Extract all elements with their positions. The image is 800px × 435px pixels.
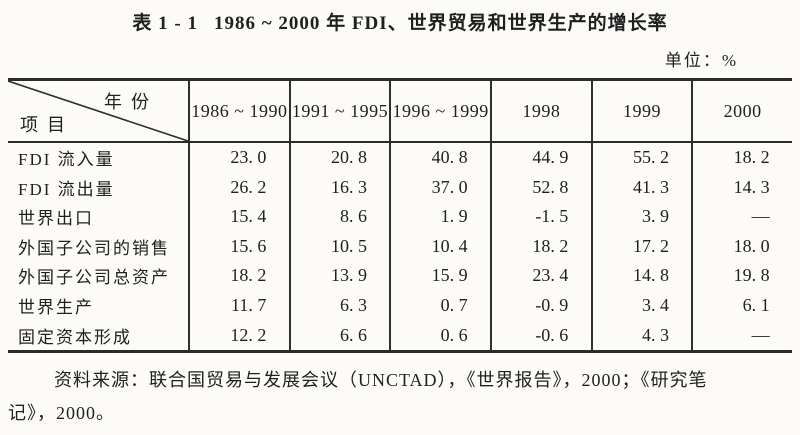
table-cell: 19. 8 (691, 261, 792, 291)
row-label: 外国子公司总资产 (18, 268, 170, 288)
table-cell: 17. 2 (590, 231, 692, 262)
diagonal-header-cell: 年份 项目 (8, 81, 188, 141)
table-cell: -1. 5 (489, 202, 591, 232)
table-cell: 8. 6 (288, 202, 390, 232)
source-note: 资料来源：联合国贸易与发展会议（UNCTAD），《世界报告》，2000；《研究笔… (8, 364, 792, 430)
table-cell: — (691, 202, 792, 232)
table-cell: 0. 6 (389, 320, 490, 350)
table-cell: 37. 0 (389, 172, 490, 203)
table-cell: 16. 3 (288, 172, 390, 203)
corner-label-year: 年份 (104, 92, 158, 112)
table-cell: 12. 2 (188, 320, 289, 350)
table-cell: 18. 2 (489, 231, 591, 262)
table-cell: 20. 8 (288, 143, 390, 173)
table-cell: 23. 0 (188, 143, 289, 173)
table-cell: 3. 9 (590, 202, 692, 232)
column-header: 1998 (489, 81, 591, 141)
table-body: FDI 流入量 23. 0 20. 8 40. 8 44. 9 55. 2 18… (8, 143, 792, 350)
table-row: 世界生产 11. 7 6. 3 0. 7 -0. 9 3. 4 6. 1 (8, 290, 792, 321)
column-header: 2000 (691, 81, 792, 141)
table-row: 外国子公司总资产 18. 2 13. 9 15. 9 23. 4 14. 8 1… (8, 261, 792, 291)
table-cell: 52. 8 (489, 172, 591, 203)
table-title-text: 1986 ~ 2000 年 FDI、世界贸易和世界生产的增长率 (213, 13, 668, 34)
table-title: 表 1 - 1 1986 ~ 2000 年 FDI、世界贸易和世界生产的增长率 (0, 8, 800, 35)
table-cell: 6. 3 (288, 290, 390, 321)
table-cell: 15. 4 (188, 202, 289, 232)
column-header: 1991 ~ 1995 (288, 81, 390, 141)
table-cell: 4. 3 (590, 320, 692, 350)
table-cell: -0. 9 (489, 290, 591, 321)
table-row: FDI 流入量 23. 0 20. 8 40. 8 44. 9 55. 2 18… (8, 143, 792, 173)
row-label: 世界出口 (18, 209, 94, 229)
row-label: FDI 流入量 (18, 150, 115, 170)
row-label: 外国子公司的销售 (18, 238, 170, 258)
column-header: 1999 (590, 81, 692, 141)
table-cell: 23. 4 (489, 261, 591, 291)
row-label: 固定资本形成 (18, 327, 132, 347)
table-cell: 44. 9 (489, 143, 591, 173)
unit-label: 单位：% (664, 51, 738, 70)
table-cell: 26. 2 (188, 172, 289, 203)
table-cell: 10. 4 (389, 231, 490, 262)
table-cell: 18. 2 (188, 261, 289, 291)
table-cell: 55. 2 (590, 143, 692, 173)
source-note-line2: 记》，2000。 (8, 403, 115, 423)
table-cell: 1. 9 (389, 202, 490, 232)
source-note-line1: 资料来源：联合国贸易与发展会议（UNCTAD），《世界报告》，2000；《研究笔 (54, 370, 708, 390)
table-cell: 15. 9 (389, 261, 490, 291)
table-header-row: 年份 项目 1986 ~ 1990 1991 ~ 1995 1996 ~ 199… (8, 81, 792, 143)
row-label: FDI 流出量 (18, 179, 115, 199)
table-row: 固定资本形成 12. 2 6. 6 0. 6 -0. 6 4. 3 — (8, 320, 792, 350)
table-row: 世界出口 15. 4 8. 6 1. 9 -1. 5 3. 9 — (8, 202, 792, 232)
table-cell: 41. 3 (590, 172, 692, 203)
table-cell: 18. 0 (691, 231, 792, 262)
table-cell: 18. 2 (691, 143, 792, 173)
corner-label-item: 项目 (20, 115, 74, 135)
table-cell: 0. 7 (389, 290, 490, 321)
table-cell: 10. 5 (288, 231, 390, 262)
diagonal-line (8, 81, 188, 141)
table-cell: 6. 6 (288, 320, 390, 350)
table-cell: 13. 9 (288, 261, 390, 291)
table-number: 表 1 - 1 (132, 13, 198, 34)
table-row: FDI 流出量 26. 2 16. 3 37. 0 52. 8 41. 3 14… (8, 172, 792, 203)
table-row: 外国子公司的销售 15. 6 10. 5 10. 4 18. 2 17. 2 1… (8, 231, 792, 262)
row-label: 世界生产 (18, 298, 94, 317)
table-cell: 14. 8 (590, 261, 692, 291)
column-header: 1986 ~ 1990 (188, 81, 289, 141)
table-cell: — (691, 320, 792, 350)
table-cell: 6. 1 (691, 290, 792, 321)
table-cell: 40. 8 (389, 143, 490, 173)
table-cell: 3. 4 (590, 290, 692, 321)
column-header: 1996 ~ 1999 (389, 81, 490, 141)
data-table: 年份 项目 1986 ~ 1990 1991 ~ 1995 1996 ~ 199… (8, 78, 792, 353)
table-cell: 14. 3 (691, 172, 792, 203)
table-cell: 11. 7 (188, 290, 289, 321)
table-cell: -0. 6 (489, 320, 591, 350)
table-cell: 15. 6 (188, 231, 289, 262)
